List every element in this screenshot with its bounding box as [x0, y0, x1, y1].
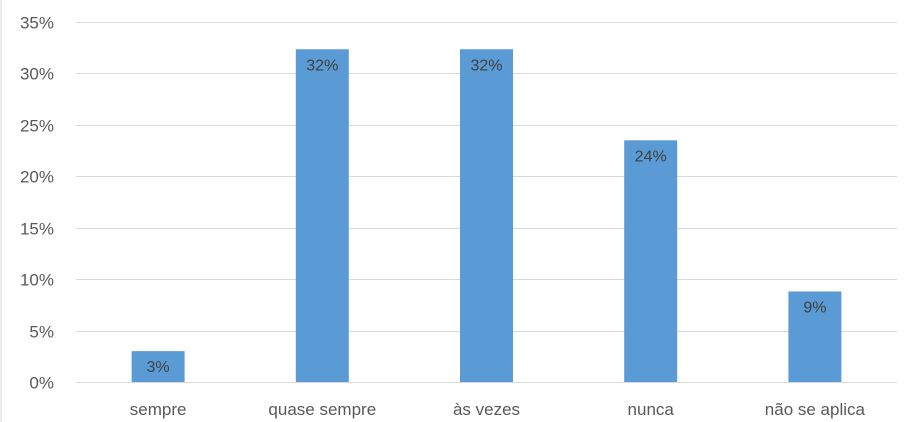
x-tick-label: quase sempre: [268, 400, 376, 419]
data-labels: 3% 32% 32% 24% 9%: [147, 57, 827, 376]
x-tick-label: nunca: [628, 400, 675, 419]
data-label: 24%: [635, 148, 667, 165]
x-tick-label: às vezes: [453, 400, 520, 419]
data-label: 32%: [470, 57, 502, 74]
x-tick-label: sempre: [130, 400, 187, 419]
x-axis-tick-labels: sempre quase sempre às vezes nunca não se ap…: [130, 400, 866, 419]
y-tick-label: 15%: [20, 220, 54, 239]
bar: [131, 351, 185, 382]
y-tick-label: 30%: [20, 65, 54, 84]
x-tick-label: não se aplica: [765, 400, 866, 419]
data-label: 9%: [803, 299, 826, 316]
y-tick-label: 0%: [29, 374, 54, 393]
bar: [460, 49, 513, 382]
y-tick-label: 10%: [20, 271, 54, 290]
bar: [295, 49, 349, 382]
bar: [624, 140, 678, 382]
data-label: 32%: [306, 57, 338, 74]
bar: [788, 291, 842, 382]
data-label: 3%: [147, 359, 170, 376]
y-tick-label: 25%: [20, 117, 54, 136]
y-tick-label: 5%: [29, 323, 54, 342]
y-axis-tick-labels: 0% 5% 10% 15% 20% 25% 30% 35%: [20, 14, 54, 393]
y-tick-label: 20%: [20, 168, 54, 187]
y-tick-label: 35%: [20, 14, 54, 33]
bars: [131, 49, 842, 382]
